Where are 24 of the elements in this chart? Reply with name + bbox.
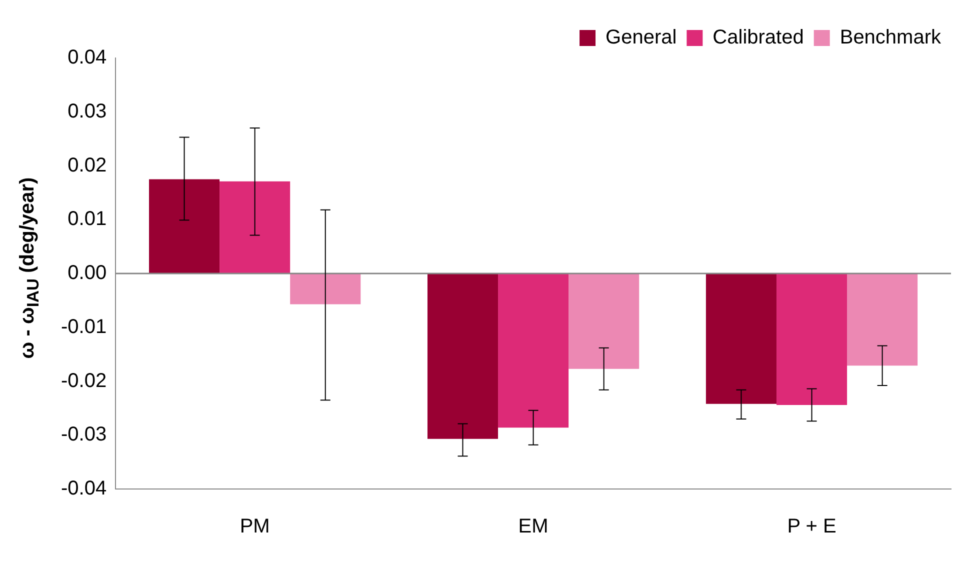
x-tick-label: P + E [787, 516, 836, 538]
bar [290, 274, 361, 304]
bar [427, 274, 498, 439]
legend-label: Benchmark [840, 26, 942, 49]
y-tick-label: -0.03 [60, 424, 107, 446]
bar [847, 274, 918, 366]
bar [706, 274, 776, 404]
bar [568, 274, 640, 369]
legend-label: Calibrated [712, 26, 804, 49]
bar [149, 179, 220, 274]
y-tick-label: -0.01 [60, 316, 107, 338]
bar [220, 181, 290, 274]
y-tick-label: 0.02 [68, 154, 107, 176]
y-tick-label: 0.04 [68, 46, 107, 69]
y-tick-label: 0.03 [68, 100, 107, 122]
x-tick-label: EM [518, 516, 548, 538]
y-tick-label: -0.02 [60, 370, 107, 392]
y-tick-label: -0.04 [60, 478, 107, 500]
y-tick-label: 0.01 [68, 208, 107, 230]
legend-label: General [606, 26, 677, 49]
bar [498, 274, 569, 428]
bar [776, 274, 848, 405]
x-tick-label: PM [240, 516, 270, 538]
y-tick-label: 0.00 [68, 262, 107, 284]
